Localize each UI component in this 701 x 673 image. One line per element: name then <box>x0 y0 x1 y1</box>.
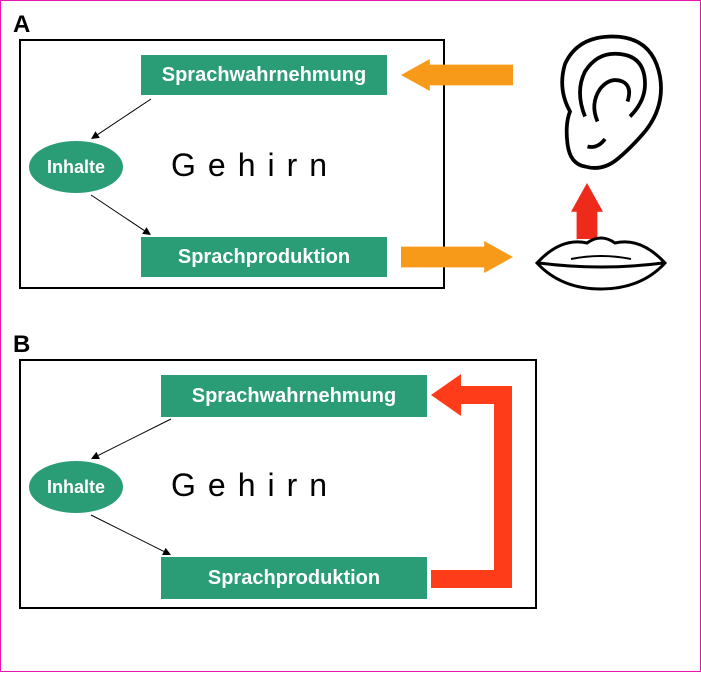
feedback-arrow-b <box>1 1 701 673</box>
